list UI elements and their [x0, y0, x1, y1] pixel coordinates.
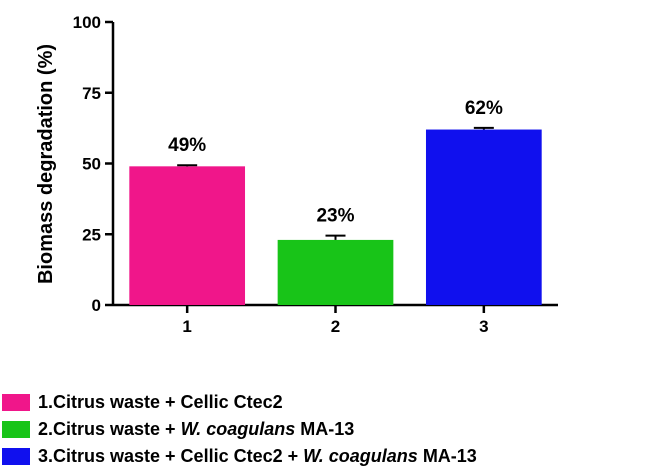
data-label-2: 23%	[316, 206, 354, 227]
y-tick-label: 25	[82, 225, 101, 244]
y-axis-label: Biomass degradation (%)	[35, 44, 57, 284]
legend-label-2: 2.Citrus waste + W. coagulans MA-13	[38, 419, 355, 439]
bar-chart: 0 25 50 75 100 1 2 3 49% 23% 62% Biomass degradat…	[35, 13, 558, 336]
chart-labels: 49% 23% 62%	[168, 98, 503, 227]
chart-legend: 1.Citrus waste + Cellic Ctec2 2.Citrus w…	[2, 390, 477, 471]
x-tick-label-2: 2	[331, 317, 340, 336]
y-tick-label: 0	[92, 296, 101, 315]
data-label-3: 62%	[465, 98, 503, 119]
data-label-1: 49%	[168, 135, 206, 156]
legend-label-3: 3.Citrus waste + Cellic Ctec2 + W. coagu…	[38, 446, 477, 466]
legend-item-1: 1.Citrus waste + Cellic Ctec2	[2, 390, 477, 415]
legend-label-1: 1.Citrus waste + Cellic Ctec2	[38, 392, 283, 412]
x-tick-label-1: 1	[182, 317, 191, 336]
legend-item-3: 3.Citrus waste + Cellic Ctec2 + W. coagu…	[2, 444, 477, 469]
y-tick-label: 75	[82, 84, 101, 103]
chart-bars	[129, 126, 542, 305]
y-tick-label: 50	[82, 155, 101, 174]
bar-1	[129, 166, 246, 305]
x-tick-label-3: 3	[479, 317, 488, 336]
legend-swatch-3	[2, 448, 30, 465]
legend-item-2: 2.Citrus waste + W. coagulans MA-13	[2, 417, 477, 442]
bar-2	[277, 239, 394, 305]
y-tick-label: 100	[73, 13, 101, 32]
legend-swatch-2	[2, 421, 30, 438]
legend-swatch-1	[2, 394, 30, 411]
bar-3	[425, 129, 542, 305]
